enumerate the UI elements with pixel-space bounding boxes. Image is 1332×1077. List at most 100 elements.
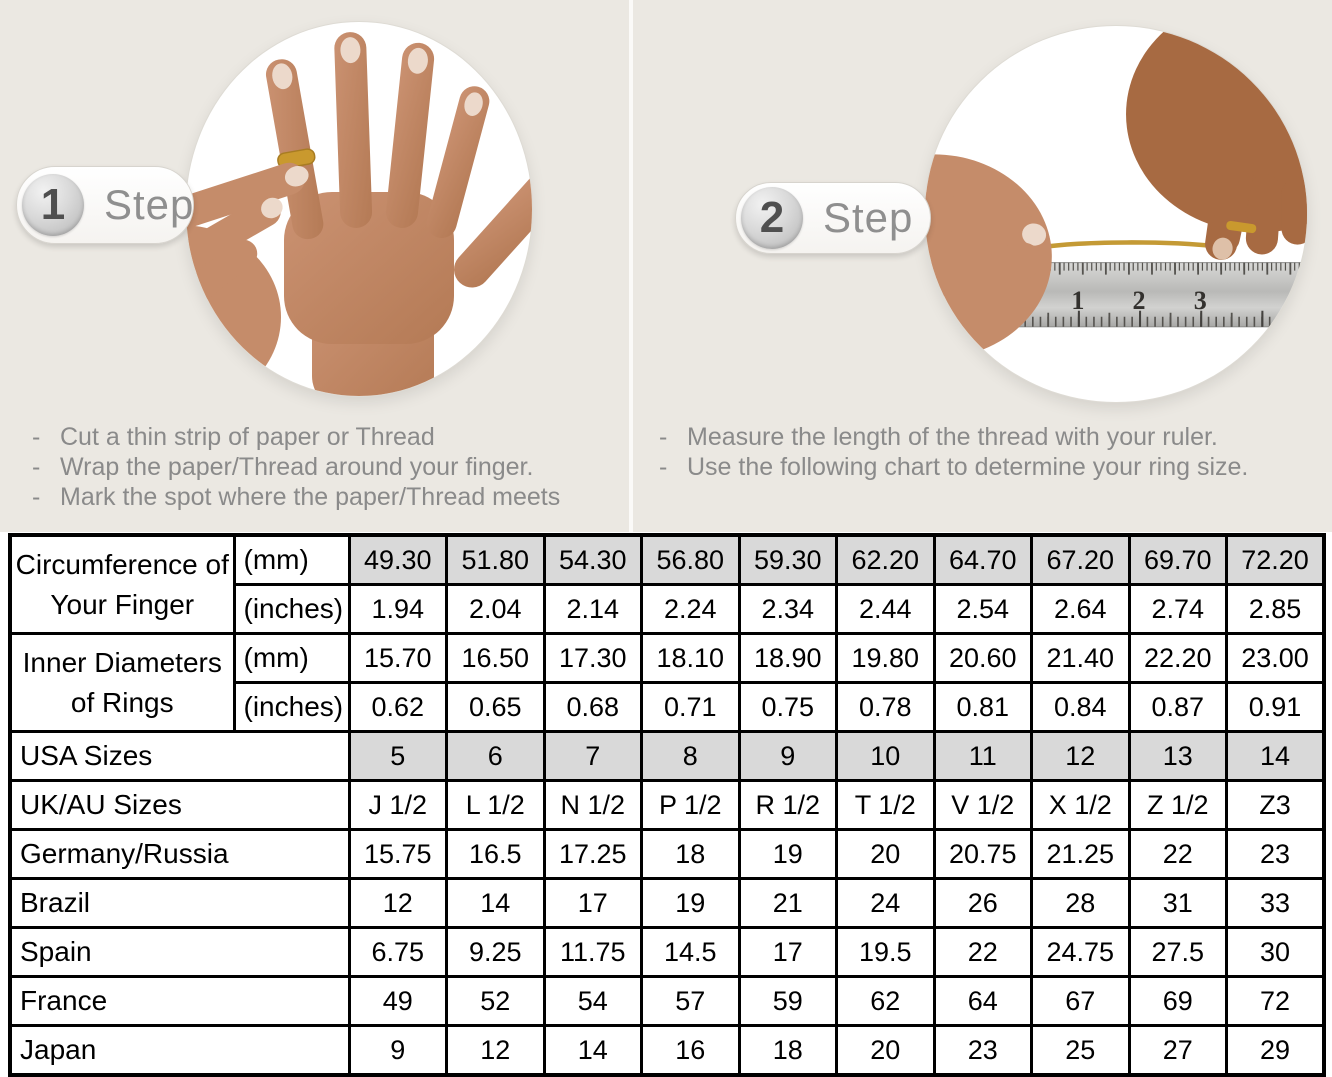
value-cell: 15.70: [347, 632, 448, 684]
table-row: Germany/Russia 15.75 16.5 17.25 18 19 20 20.75 2…: [8, 828, 1326, 880]
unit-cell: (inches): [232, 681, 351, 733]
value-cell: 14: [445, 877, 546, 929]
value-cell: 16: [640, 1024, 741, 1077]
value-cell: 33: [1225, 877, 1326, 929]
value-cell: 18: [640, 828, 741, 880]
row-label: Brazil: [8, 877, 351, 929]
value-cell: 19.80: [835, 632, 936, 684]
value-cell: 27.5: [1127, 926, 1228, 978]
value-cell: 7: [542, 730, 643, 782]
value-cell: 20.75: [932, 828, 1033, 880]
value-cell: 49: [347, 975, 448, 1027]
row-group-label: Circumference of Your Finger: [8, 533, 236, 635]
instruction-text: Cut a thin strip of paper or Thread: [60, 423, 435, 451]
value-cell: 59.30: [737, 533, 838, 586]
value-cell: 20: [835, 828, 936, 880]
value-cell: 2.64: [1030, 583, 1131, 635]
value-cell: Z3: [1225, 779, 1326, 831]
step1-number: 1: [22, 174, 84, 236]
row-label: Japan: [8, 1024, 351, 1077]
instruction-text: Use the following chart to determine you…: [687, 453, 1249, 481]
table-row: Circumference of Your Finger (mm) 49.30 51.…: [8, 533, 1326, 635]
instruction-item: - Mark the spot where the paper/Thread me…: [32, 482, 560, 512]
value-cell: 2.74: [1127, 583, 1228, 635]
step1-instructions: - Cut a thin strip of paper or Thread - Wra…: [32, 422, 560, 512]
value-cell: 0.81: [932, 681, 1033, 733]
value-cell: 49.30: [347, 533, 448, 586]
value-cell: 17.25: [542, 828, 643, 880]
value-cell: 0.71: [640, 681, 741, 733]
value-cell: J 1/2: [347, 779, 448, 831]
table-row: (inches) 1.94 2.04 2.14 2.24 2.34 2.44 2.54 2.64…: [10, 583, 1326, 635]
value-cell: 6: [445, 730, 546, 782]
value-cell: Z 1/2: [1127, 779, 1228, 831]
value-cell: 69: [1127, 975, 1228, 1027]
bullet-dash: -: [32, 483, 41, 511]
value-cell: 26: [932, 877, 1033, 929]
ring-size-table: Circumference of Your Finger (mm) 49.30 51.…: [8, 533, 1326, 1077]
value-cell: 15.75: [347, 828, 448, 880]
row-label: UK/AU Sizes: [8, 779, 351, 831]
value-cell: T 1/2: [835, 779, 936, 831]
value-cell: 54: [542, 975, 643, 1027]
row-group-label: Inner Diameters of Rings: [8, 632, 236, 733]
value-cell: 2.34: [737, 583, 838, 635]
value-cell: 17: [737, 926, 838, 978]
value-cell: 72: [1225, 975, 1326, 1027]
value-cell: 0.84: [1030, 681, 1131, 733]
left-hand: [925, 154, 1052, 359]
value-cell: 28: [1030, 877, 1131, 929]
ruler-number-3: 3: [1194, 286, 1207, 315]
row-label: USA Sizes: [8, 730, 351, 782]
value-cell: 22.20: [1127, 632, 1228, 684]
value-cell: 14.5: [640, 926, 741, 978]
value-cell: 9: [347, 1024, 448, 1077]
gold-thread: [1033, 240, 1227, 251]
instruction-text: Wrap the paper/Thread around your finger…: [60, 453, 534, 481]
bullet-dash: -: [659, 423, 668, 451]
step1-panel: 1 Step - Cut a thin strip of paper or Thr…: [0, 0, 629, 532]
value-cell: 8: [640, 730, 741, 782]
step1-photo: [186, 22, 532, 396]
value-cell: V 1/2: [932, 779, 1033, 831]
value-cell: 57: [640, 975, 741, 1027]
table-row: (inches) 0.62 0.65 0.68 0.71 0.75 0.78 0.81 0.84…: [10, 681, 1326, 733]
value-cell: 10: [835, 730, 936, 782]
value-cell: 16.50: [445, 632, 546, 684]
value-cell: 67: [1030, 975, 1131, 1027]
measuring-thread-illustration: 1 2 3: [925, 26, 1307, 359]
instruction-item: - Measure the length of the thread with y…: [659, 422, 1248, 452]
value-cell: 0.75: [737, 681, 838, 733]
value-cell: 62: [835, 975, 936, 1027]
table-row: Brazil 12 14 17 19 21 24 26 28 31 33: [8, 877, 1326, 929]
instruction-text: Measure the length of the thread with yo…: [687, 423, 1218, 451]
table-row: Japan 9 12 14 16 18 20 23 25 27 29: [8, 1024, 1326, 1077]
value-cell: 23.00: [1225, 632, 1326, 684]
value-cell: 54.30: [542, 533, 643, 586]
panel-divider: [629, 0, 633, 532]
value-cell: 31: [1127, 877, 1228, 929]
unit-cell: (mm): [232, 632, 351, 684]
value-cell: 29: [1225, 1024, 1326, 1077]
table-row: USA Sizes 5 6 7 8 9 10 11 12 13 14: [8, 730, 1326, 782]
value-cell: 0.91: [1225, 681, 1326, 733]
hand-with-ring-illustration: [186, 32, 532, 396]
table-row: France 49 52 54 57 59 62 64 67 69 72: [8, 975, 1326, 1027]
value-cell: 2.04: [445, 583, 546, 635]
value-cell: 21.40: [1030, 632, 1131, 684]
table-row: Inner Diameters of Rings (mm) 15.70 16.50 17…: [8, 632, 1326, 733]
value-cell: 0.87: [1127, 681, 1228, 733]
ruler-number-1: 1: [1071, 286, 1084, 315]
value-cell: 25: [1030, 1024, 1131, 1077]
gold-ring: [1226, 220, 1257, 234]
step2-panel: 1 2 3: [633, 0, 1332, 532]
size-chart-section: Circumference of Your Finger (mm) 49.30 51.…: [0, 532, 1332, 1077]
value-cell: 20: [835, 1024, 936, 1077]
bullet-dash: -: [659, 453, 668, 481]
bullet-dash: -: [32, 453, 41, 481]
value-cell: 9.25: [445, 926, 546, 978]
value-cell: 19: [640, 877, 741, 929]
step2-badge: 2 Step: [735, 182, 931, 254]
value-cell: 0.78: [835, 681, 936, 733]
